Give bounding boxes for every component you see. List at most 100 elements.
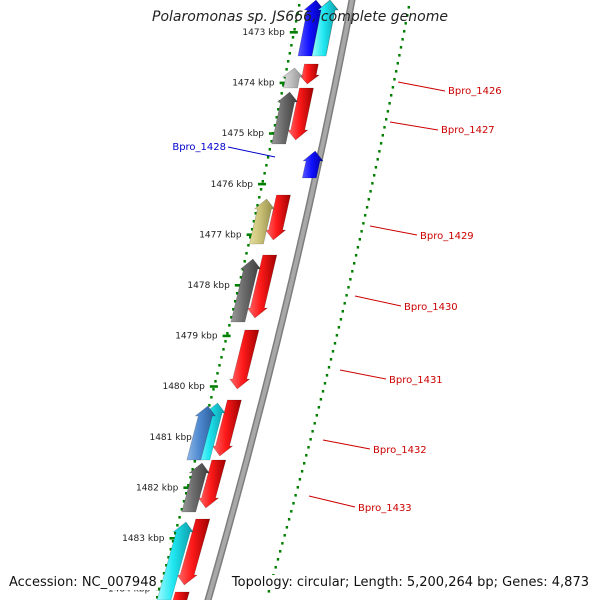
gene-arrow <box>301 150 324 179</box>
outer-ring-dot <box>285 526 289 529</box>
inner-ring-dot <box>296 12 299 15</box>
inner-ring-dot <box>258 196 261 199</box>
kbp-tick-label: 1474 kbp <box>232 79 275 89</box>
gene-label: Bpro_1431 <box>389 375 443 386</box>
outer-ring-dot <box>319 398 323 401</box>
inner-ring-dot <box>252 220 256 223</box>
gene-label-leader <box>227 146 276 158</box>
inner-ring-dot <box>214 380 217 383</box>
gene-label: Bpro_1433 <box>358 503 412 514</box>
outer-ring-dot <box>294 494 297 497</box>
inner-ring-dot <box>226 332 229 335</box>
gene-label: Bpro_1432 <box>373 445 427 456</box>
gene-arrow <box>281 67 304 89</box>
inner-ring-dot <box>234 300 237 303</box>
inner-ring-dot <box>176 524 179 527</box>
outer-ring-dot <box>323 382 327 385</box>
outer-ring-dot <box>267 590 271 593</box>
kbp-tick-label: 1478 kbp <box>187 281 230 291</box>
inner-ring-dot <box>210 396 213 399</box>
outer-ring-dot <box>367 198 370 201</box>
gene-arrow <box>298 63 321 85</box>
outer-ring-dot <box>404 22 407 25</box>
outer-ring-dot <box>331 350 335 353</box>
outer-ring-dot <box>376 158 379 161</box>
inner-ring-dot <box>167 556 170 559</box>
gene-label: Bpro_1426 <box>448 86 502 97</box>
backbone-shadow <box>204 0 356 600</box>
gene-arrow <box>156 521 194 600</box>
gene-arrow <box>246 254 278 319</box>
outer-ring-dot <box>335 334 339 337</box>
outer-ring-dot <box>396 62 399 65</box>
inner-ring-dot <box>187 484 190 487</box>
outer-ring-dot <box>391 86 395 89</box>
outer-ring-dot <box>393 78 396 81</box>
inner-ring-dot <box>245 252 248 255</box>
outer-ring-dot <box>386 110 390 113</box>
gene-arrow <box>287 87 314 141</box>
kbp-tick-mark <box>246 233 255 236</box>
outer-ring-dot <box>395 70 398 73</box>
gene-arrow <box>197 459 227 509</box>
inner-ring-dot <box>268 148 271 151</box>
inner-ring-dot <box>180 508 183 511</box>
gene-arrow <box>176 518 211 586</box>
kbp-tick-label: 1480 kbp <box>162 382 205 392</box>
inner-ring-dot <box>283 76 287 79</box>
inner-ring-dot <box>228 324 231 327</box>
inner-ring-dot <box>270 140 273 143</box>
outer-ring-dot <box>360 230 363 233</box>
outer-ring-dot <box>356 246 360 249</box>
gene-arrow <box>311 0 339 57</box>
outer-ring-dot <box>371 182 374 185</box>
kbp-tick-label: 1475 kbp <box>222 129 265 139</box>
kbp-tick-label: 1477 kbp <box>199 230 242 240</box>
outer-ring-dot <box>283 534 286 537</box>
inner-ring-dot <box>282 84 285 87</box>
accession-text: Accession: NC_007948 <box>8 575 158 590</box>
topology-text: Topology: circular; Length: 5,200,264 bp… <box>230 575 590 590</box>
outer-ring-dot <box>351 270 354 273</box>
inner-ring-dot <box>156 596 159 599</box>
gene-label-leader <box>397 81 446 92</box>
inner-ring-dot <box>235 292 239 295</box>
outer-ring-dot <box>292 502 295 505</box>
outer-ring-dot <box>378 150 381 153</box>
gene-arrow <box>172 591 190 600</box>
outer-ring-dot <box>309 438 312 441</box>
outer-ring-dot <box>385 118 388 121</box>
kbp-tick-mark <box>258 182 266 186</box>
outer-ring-dot <box>390 94 393 97</box>
inner-ring-dot <box>220 356 223 359</box>
inner-ring-dot <box>241 268 244 271</box>
outer-ring-dot <box>374 166 378 169</box>
outer-ring-dot <box>407 6 410 9</box>
inner-ring-dot <box>288 52 291 55</box>
outer-ring-dot <box>281 542 284 545</box>
gene-arrow <box>229 329 260 390</box>
inner-ring-dot <box>250 228 254 231</box>
inner-ring-dot <box>178 516 181 519</box>
outer-ring-dot <box>364 214 367 217</box>
outer-ring-dot <box>383 126 386 129</box>
inner-ring-dot <box>171 540 175 543</box>
inner-ring-dot <box>162 572 166 575</box>
inner-ring-dot <box>189 476 192 479</box>
inner-ring-dot <box>165 564 168 567</box>
outer-ring-dot <box>311 430 314 433</box>
inner-ring-dot <box>254 212 257 215</box>
outer-ring-dot <box>362 222 365 225</box>
inner-ring-dot <box>193 460 196 463</box>
outer-ring-dot <box>333 342 337 345</box>
inner-ring-dot <box>259 188 263 191</box>
gene-label-leader <box>369 225 418 236</box>
kbp-tick-mark <box>222 334 231 338</box>
inner-ring-dot <box>287 60 290 63</box>
outer-ring-dot <box>337 326 341 329</box>
inner-ring-dot <box>265 164 268 167</box>
gene-label: Bpro_1430 <box>404 302 458 313</box>
outer-ring-dot <box>321 390 325 393</box>
outer-ring-dot <box>339 318 343 321</box>
